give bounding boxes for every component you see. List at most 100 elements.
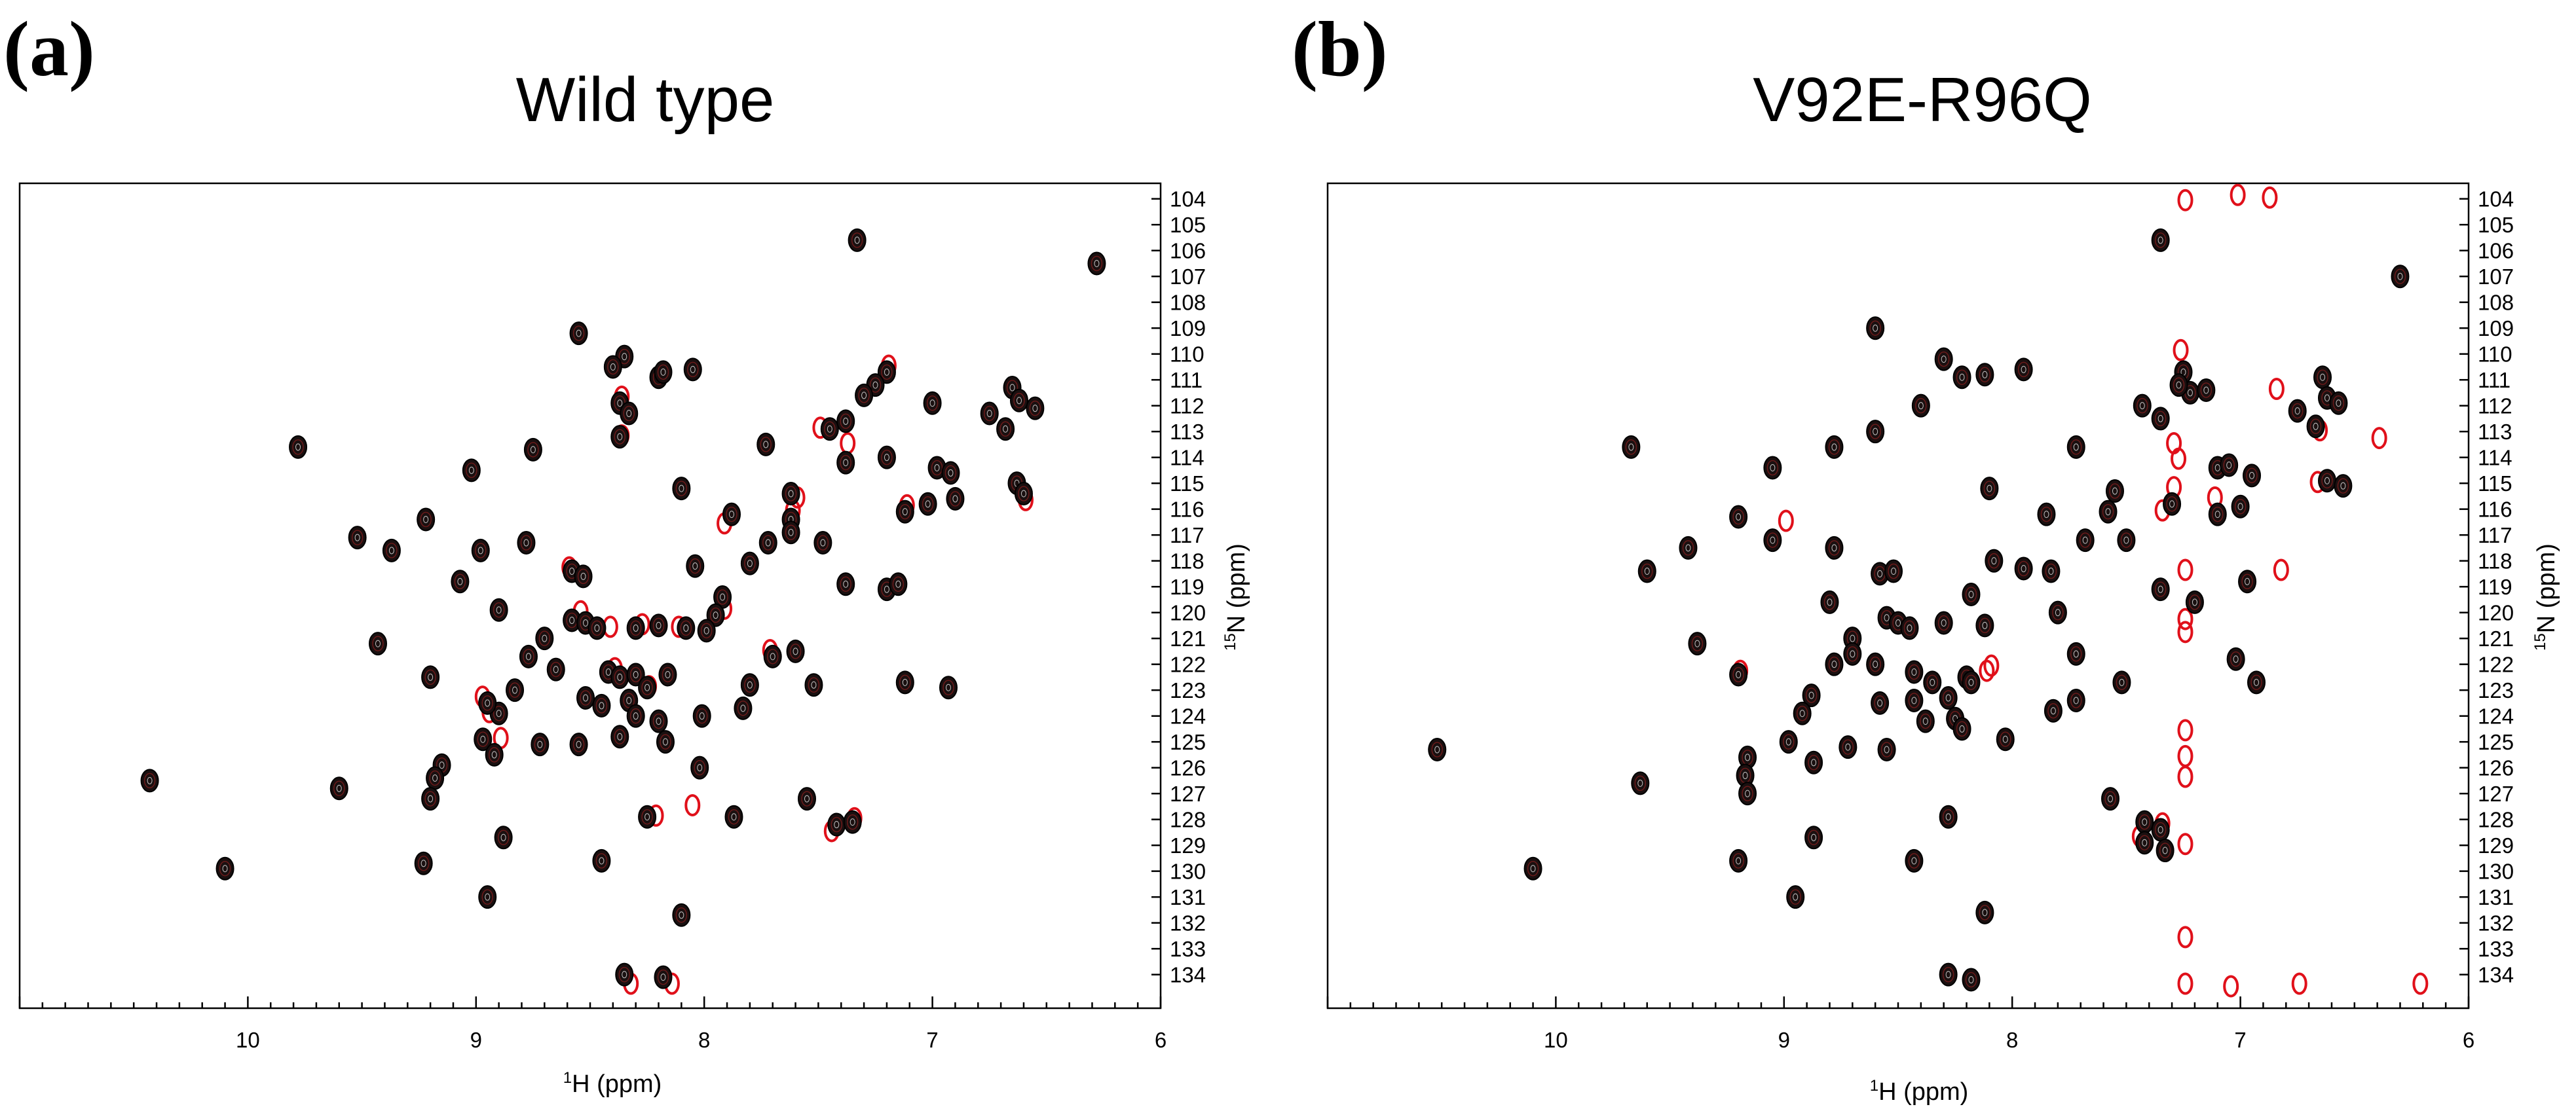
axis-ticks-a bbox=[18, 198, 1162, 1008]
peak-black-b bbox=[1877, 738, 1896, 762]
peak-red-b bbox=[2173, 338, 2189, 361]
peak-black-b bbox=[2306, 414, 2325, 439]
y-tick-label: 117 bbox=[1170, 523, 1204, 547]
peak-black-a bbox=[1009, 388, 1028, 412]
y-tick-labels-b: 1041051061071081091101111121131141151161… bbox=[2478, 187, 2514, 987]
y-tick-label: 118 bbox=[1170, 549, 1204, 574]
peak-black-b bbox=[2066, 688, 2085, 712]
peak-black-b bbox=[1905, 688, 1924, 712]
x-tick-label: 9 bbox=[1778, 1028, 1790, 1052]
peak-black-a bbox=[683, 357, 702, 382]
y-tick-label: 126 bbox=[2478, 756, 2514, 780]
x-tick-label: 7 bbox=[2234, 1028, 2246, 1052]
y-tick-label: 129 bbox=[1170, 833, 1206, 858]
peak-black-a bbox=[638, 805, 657, 829]
peak-black-b bbox=[2243, 464, 2262, 488]
y-tick-label: 132 bbox=[1170, 911, 1206, 936]
peak-black-a bbox=[485, 742, 504, 767]
y-tick-label: 107 bbox=[1170, 264, 1206, 289]
peak-black-a bbox=[368, 632, 387, 656]
y-tick-label: 104 bbox=[1170, 187, 1206, 211]
x-tick-label: 10 bbox=[1544, 1028, 1568, 1052]
peak-black-a bbox=[517, 531, 536, 555]
peak-black-b bbox=[2014, 357, 2033, 382]
peak-black-a bbox=[713, 585, 732, 609]
y-tick-label: 120 bbox=[1170, 601, 1206, 625]
y-tick-label: 106 bbox=[2478, 239, 2514, 263]
peak-black-b bbox=[2169, 373, 2188, 397]
peaks-a bbox=[140, 228, 1106, 995]
peak-black-a bbox=[649, 613, 668, 638]
peak-black-b bbox=[1975, 363, 1994, 387]
axis-ticks-b bbox=[1326, 198, 2470, 1008]
peak-black-b bbox=[1688, 632, 1707, 656]
peak-red-b bbox=[2268, 378, 2285, 401]
peak-black-b bbox=[2185, 590, 2204, 614]
y-tick-label: 133 bbox=[2478, 937, 2514, 961]
peak-black-a bbox=[140, 769, 159, 793]
peak-black-b bbox=[2117, 528, 2136, 553]
x-tick-label: 9 bbox=[470, 1028, 482, 1052]
peak-black-b bbox=[1729, 663, 1748, 687]
y-axis-label-a: 15N (ppm) bbox=[1222, 543, 1250, 651]
peak-black-a bbox=[1014, 481, 1033, 505]
y-tick-label: 116 bbox=[1170, 498, 1204, 522]
peak-black-a bbox=[414, 851, 433, 875]
y-tick-label: 125 bbox=[1170, 730, 1206, 754]
y-tick-label: 109 bbox=[1170, 316, 1206, 340]
peak-red-b bbox=[2177, 972, 2193, 995]
plot-frame-a bbox=[18, 182, 1162, 1010]
peak-black-b bbox=[1631, 771, 1650, 795]
peak-black-a bbox=[421, 787, 440, 811]
peak-black-b bbox=[1825, 652, 1844, 676]
peak-black-a bbox=[615, 962, 634, 987]
y-tick-label: 105 bbox=[1170, 213, 1206, 237]
y-axis-label-b: 15N (ppm) bbox=[2531, 543, 2560, 651]
peak-black-a bbox=[478, 691, 497, 715]
peak-black-b bbox=[2076, 528, 2095, 553]
peak-black-a bbox=[980, 401, 999, 426]
peak-black-a bbox=[848, 228, 867, 252]
peak-black-b bbox=[1996, 727, 2015, 752]
peak-black-b bbox=[1952, 717, 1971, 741]
peak-black-b bbox=[1952, 365, 1971, 390]
peak-black-b bbox=[2099, 500, 2118, 524]
peak-black-b bbox=[2163, 492, 2182, 516]
peak-black-a bbox=[722, 502, 741, 526]
y-tick-label: 114 bbox=[2478, 446, 2512, 470]
peak-red-b bbox=[2177, 608, 2193, 630]
peak-black-a bbox=[877, 445, 896, 469]
peak-red-b bbox=[2177, 719, 2193, 742]
peak-black-b bbox=[1679, 536, 1698, 560]
y-tick-label: 126 bbox=[1170, 756, 1206, 780]
peak-black-a bbox=[546, 657, 565, 682]
peak-black-b bbox=[2156, 839, 2175, 863]
x-tick-label: 10 bbox=[236, 1028, 260, 1052]
peak-black-a bbox=[996, 417, 1015, 441]
panel-letter-b: (b) bbox=[1292, 5, 1388, 92]
y-tick-labels-a: 1041051061071081091101111121131141151161… bbox=[1170, 187, 1206, 987]
y-tick-label: 107 bbox=[2478, 264, 2514, 289]
y-tick-label: 110 bbox=[1170, 342, 1204, 367]
peak-black-b bbox=[2226, 647, 2245, 671]
peak-black-b bbox=[1962, 583, 1981, 607]
peak-black-a bbox=[588, 616, 607, 640]
peak-black-b bbox=[1962, 670, 1981, 695]
peak-black-a bbox=[804, 673, 823, 697]
peak-black-a bbox=[923, 391, 942, 415]
peak-black-b bbox=[2391, 264, 2410, 289]
peak-black-b bbox=[1786, 885, 1805, 909]
peak-black-a bbox=[626, 616, 645, 640]
peak-black-b bbox=[2135, 831, 2154, 855]
peak-red-b bbox=[2177, 621, 2193, 644]
y-tick-label: 119 bbox=[1170, 575, 1204, 599]
peak-black-a bbox=[523, 437, 542, 462]
peak-red-b bbox=[2177, 744, 2193, 767]
peak-black-a bbox=[895, 500, 914, 524]
x-axis-label-a: 1H (ppm) bbox=[563, 1069, 662, 1098]
peak-black-b bbox=[1843, 642, 1862, 666]
peak-black-b bbox=[1793, 701, 1812, 725]
y-tick-label: 115 bbox=[2478, 471, 2512, 496]
peak-black-a bbox=[649, 709, 668, 733]
peak-black-a bbox=[576, 686, 595, 710]
